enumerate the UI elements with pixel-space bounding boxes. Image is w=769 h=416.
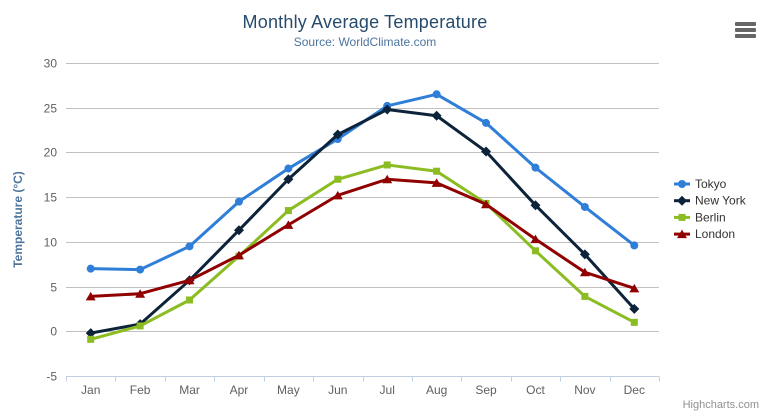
x-axis-tick-label: Oct xyxy=(526,383,545,397)
data-point-london[interactable] xyxy=(431,178,442,187)
y-axis-tick-label: 20 xyxy=(44,146,58,160)
data-point-berlin[interactable] xyxy=(531,247,539,255)
y-axis-title: Temperature (°C) xyxy=(11,171,25,268)
data-point-berlin[interactable] xyxy=(284,207,292,215)
chart-title: Monthly Average Temperature xyxy=(242,12,488,32)
hamburger-icon xyxy=(735,22,756,26)
legend-item-new-york[interactable]: New York xyxy=(674,194,747,208)
series-line-london xyxy=(89,177,636,298)
series-berlin xyxy=(87,161,638,343)
data-point-london[interactable] xyxy=(629,283,640,293)
data-point-new-york[interactable] xyxy=(382,104,393,115)
x-axis-tick-label: Jul xyxy=(380,383,395,397)
data-point-berlin[interactable] xyxy=(186,296,194,304)
data-point-new-york[interactable] xyxy=(283,174,294,185)
data-point-tokyo[interactable] xyxy=(284,164,293,173)
legend-marker-square-icon[interactable] xyxy=(678,213,686,221)
y-axis-tick-label: 30 xyxy=(44,57,58,71)
data-point-london[interactable] xyxy=(283,220,294,229)
legend-item-tokyo[interactable]: Tokyo xyxy=(674,177,727,191)
legend-item-label: Berlin xyxy=(695,210,726,224)
data-point-new-york[interactable] xyxy=(233,225,244,236)
legend-item-london[interactable]: London xyxy=(674,227,735,241)
x-axis-tick-label: Feb xyxy=(130,383,151,397)
data-point-tokyo[interactable] xyxy=(234,197,243,206)
data-point-berlin[interactable] xyxy=(581,292,589,300)
data-point-london[interactable] xyxy=(579,267,590,277)
data-point-new-york[interactable] xyxy=(431,110,442,121)
series-new-york xyxy=(85,104,640,339)
data-point-berlin[interactable] xyxy=(334,175,342,183)
data-point-tokyo[interactable] xyxy=(432,90,441,99)
data-point-london[interactable] xyxy=(184,275,195,285)
x-axis-tick-label: Apr xyxy=(230,383,249,397)
y-axis-tick-label: 0 xyxy=(50,325,57,339)
data-point-berlin[interactable] xyxy=(433,167,441,175)
series-line-berlin xyxy=(89,163,636,341)
legend-marker-triangle-icon[interactable] xyxy=(677,229,687,239)
data-point-tokyo[interactable] xyxy=(630,241,639,250)
x-axis-tick-label: Dec xyxy=(624,383,645,397)
y-axis-tick-label: 25 xyxy=(44,102,58,116)
x-axis-tick-label: Jan xyxy=(81,383,100,397)
x-axis-tick-label: Jun xyxy=(328,383,347,397)
data-point-tokyo[interactable] xyxy=(580,202,589,211)
series-line-new-york xyxy=(89,108,636,335)
series-tokyo xyxy=(86,90,639,274)
legend-item-label: Tokyo xyxy=(695,177,727,191)
data-point-london[interactable] xyxy=(530,234,541,244)
data-point-tokyo[interactable] xyxy=(86,264,95,273)
data-point-new-york[interactable] xyxy=(629,303,640,314)
legend-item-label: New York xyxy=(695,194,747,208)
legend-marker-circle-icon[interactable] xyxy=(678,180,686,188)
hamburger-icon xyxy=(735,28,756,32)
y-axis-tick-label: 15 xyxy=(44,191,58,205)
x-axis-tick-label: Sep xyxy=(475,383,497,397)
data-point-berlin[interactable] xyxy=(630,318,638,326)
data-point-berlin[interactable] xyxy=(87,335,95,343)
data-point-berlin[interactable] xyxy=(383,161,391,169)
data-point-london[interactable] xyxy=(135,289,146,298)
data-point-london[interactable] xyxy=(332,190,343,200)
data-point-london[interactable] xyxy=(382,174,393,184)
data-point-london[interactable] xyxy=(85,291,96,301)
data-point-new-york[interactable] xyxy=(332,129,343,140)
data-point-new-york[interactable] xyxy=(579,249,590,260)
series-london xyxy=(85,174,640,301)
data-point-new-york[interactable] xyxy=(85,328,96,339)
credits-link[interactable]: Highcharts.com xyxy=(682,399,759,411)
x-axis-tick-label: Mar xyxy=(179,383,200,397)
data-point-tokyo[interactable] xyxy=(136,265,145,274)
data-point-new-york[interactable] xyxy=(481,146,492,157)
x-axis-tick-label: Aug xyxy=(426,383,447,397)
data-point-tokyo[interactable] xyxy=(185,242,194,251)
data-point-berlin[interactable] xyxy=(136,322,144,330)
data-point-new-york[interactable] xyxy=(530,200,541,211)
y-axis-tick-label: 5 xyxy=(50,281,57,295)
data-point-tokyo[interactable] xyxy=(482,118,491,127)
data-point-london[interactable] xyxy=(481,199,492,209)
export-menu-button[interactable] xyxy=(735,22,756,38)
legend-item-label: London xyxy=(695,227,735,241)
y-axis-tick-label: 10 xyxy=(44,236,58,250)
x-axis-tick-label: Nov xyxy=(574,383,595,397)
legend-item-berlin[interactable]: Berlin xyxy=(674,210,726,224)
data-point-london[interactable] xyxy=(233,250,244,260)
hamburger-icon xyxy=(735,34,756,38)
y-axis-tick-label: -5 xyxy=(46,370,57,384)
x-axis-tick-label: May xyxy=(277,383,300,397)
data-point-tokyo[interactable] xyxy=(531,163,540,172)
chart-subtitle: Source: WorldClimate.com xyxy=(293,35,437,49)
legend-marker-diamond-icon[interactable] xyxy=(677,195,687,206)
